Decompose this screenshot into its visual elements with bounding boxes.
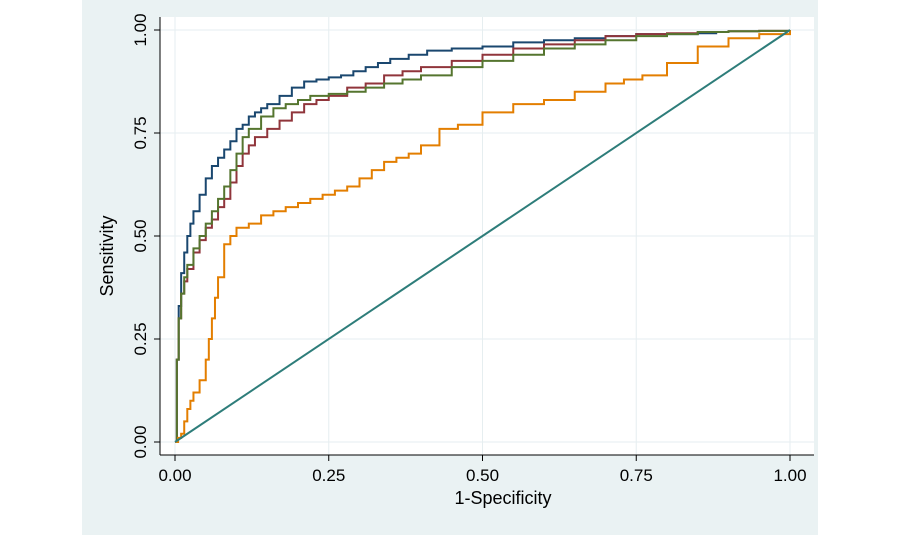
series-curve-green: [175, 29, 791, 443]
figure-background: 0.00 0.25 0.50 0.75 1.00 0.00 0.25 0.50 0.75 1.0…: [82, 0, 818, 535]
x-tick-label: 0.00: [158, 466, 191, 485]
y-tick-label: 0.75: [131, 116, 150, 149]
y-tick-label: 0.00: [131, 425, 150, 458]
y-tick-label: 0.25: [131, 322, 150, 355]
x-tick-label: 0.75: [620, 466, 653, 485]
x-axis-ticks: 0.00 0.25 0.50 0.75 1.00: [158, 455, 807, 485]
y-tick-label: 1.00: [131, 13, 150, 46]
x-tick-label: 0.25: [312, 466, 345, 485]
x-tick-label: 0.50: [466, 466, 499, 485]
roc-chart: 0.00 0.25 0.50 0.75 1.00 0.00 0.25 0.50 0.75 1.0…: [97, 13, 814, 508]
series-curve-orange: [175, 30, 791, 443]
y-axis-title: Sensitivity: [97, 215, 117, 296]
series-lines: [174, 29, 791, 443]
y-axis-ticks: 0.00 0.25 0.50 0.75 1.00: [131, 13, 160, 459]
x-tick-label: 1.00: [773, 466, 806, 485]
series-reference-line: [174, 29, 791, 443]
x-axis-title: 1-Specificity: [454, 488, 551, 508]
series-curve-blue: [175, 32, 718, 443]
y-tick-label: 0.50: [131, 219, 150, 252]
